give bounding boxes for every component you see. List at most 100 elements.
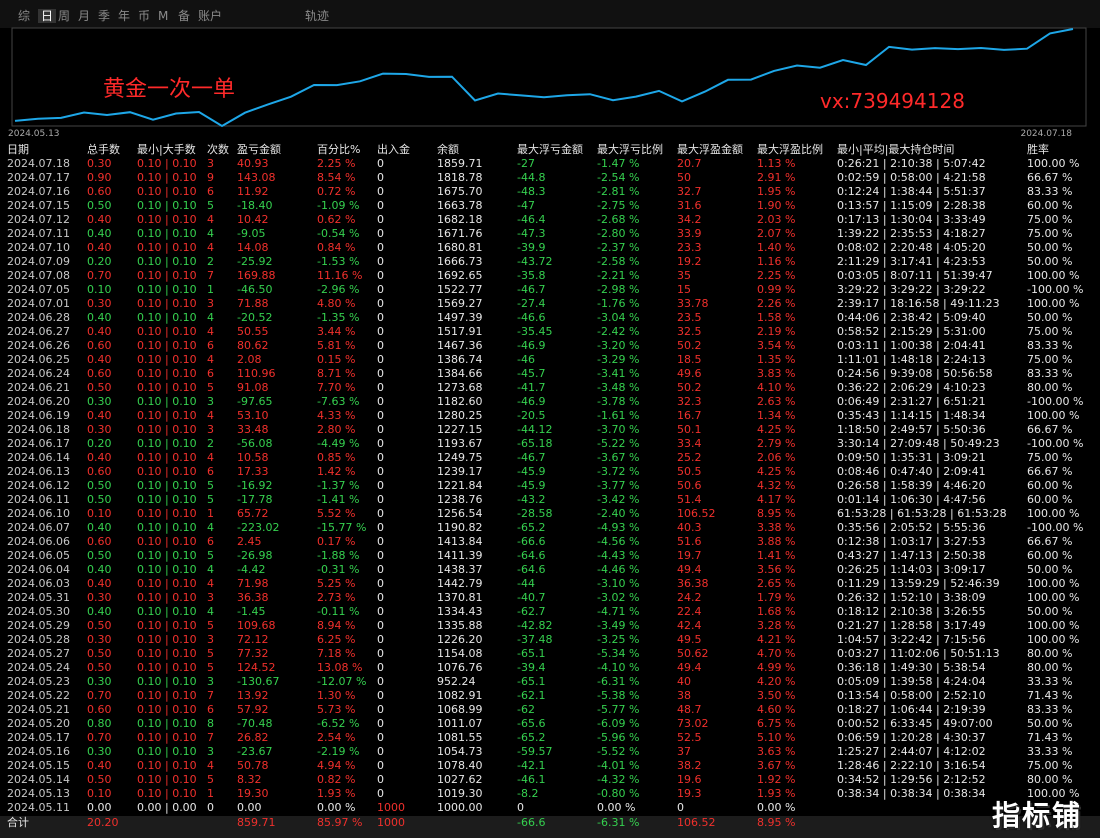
table-cell: 6 [207,465,214,478]
table-cell: 13.08 % [317,661,363,674]
table-cell: -3.04 % [597,311,640,324]
table-cell: 4.20 % [757,675,796,688]
table-cell: -6.31 % [597,675,640,688]
table-cell: -45.7 [517,367,546,380]
table-cell: 77.32 [237,647,269,660]
table-cell: 0.00 % [757,801,796,814]
table-cell: -47.3 [517,227,546,240]
table-cell: 0.10 | 0.10 [137,577,197,590]
table-cell: 3 [207,423,214,436]
table-cell: 19.2 [677,255,702,268]
table-cell: 2.07 % [757,227,796,240]
tab[interactable]: 日 [38,9,57,23]
tab[interactable]: 综 [18,9,31,23]
table-cell: 0.10 | 0.10 [137,269,197,282]
table-cell: 0.40 [87,451,112,464]
table-cell: 1.95 % [757,185,796,198]
table-cell: 2024.07.11 [7,227,70,240]
table-cell: 0:13:57 | 1:15:09 | 2:28:38 [837,199,986,212]
table-cell: -15.77 % [317,521,367,534]
table-cell: -3.02 % [597,591,640,604]
table-cell: 0.10 | 0.10 [137,213,197,226]
tab[interactable]: 季 [98,9,111,23]
table-cell: 2024.05.17 [7,731,70,744]
table-cell: 1386.74 [437,353,483,366]
table-cell: 37 [677,745,691,758]
table-cell: 5 [207,619,214,632]
table-cell: 1859.71 [437,157,483,170]
tab[interactable]: 周 [58,9,71,23]
table-cell: 5 [207,493,214,506]
table-cell: 0.70 [87,731,112,744]
table-cell: 1411.39 [437,549,483,562]
table-cell: 0.40 [87,241,112,254]
table-cell: 0.10 | 0.10 [137,619,197,632]
table-cell: 0 [377,535,384,548]
table-cell: 50.00 % [1027,605,1073,618]
table-cell: 0.10 | 0.10 [137,689,197,702]
table-cell: 1:39:22 | 2:35:53 | 4:18:27 [837,227,986,240]
table-cell: -0.54 % [317,227,360,240]
tab[interactable]: 币 [138,9,151,23]
table-cell: 11.16 % [317,269,363,282]
table-cell: 91.08 [237,381,269,394]
table-cell: 7 [207,731,214,744]
table-cell: 0.00 [237,801,262,814]
table-cell: 8.32 [237,773,262,786]
table-cell: 75.00 % [1027,213,1073,226]
table-cell: -2.80 % [597,227,640,240]
table-cell: -59.57 [517,745,553,758]
tab[interactable]: 年 [118,9,131,23]
table-cell: 0 [517,801,524,814]
table-cell: 0:21:27 | 1:28:58 | 3:17:49 [837,619,986,632]
table-cell: 5 [207,773,214,786]
table-cell: 50.2 [677,339,702,352]
table-cell: 0:34:52 | 1:29:56 | 2:12:52 [837,773,986,786]
table-cell: 0.30 [87,745,112,758]
table-cell: -3.25 % [597,633,640,646]
table-cell: 0.40 [87,353,112,366]
table-cell: 0.10 | 0.10 [137,437,197,450]
table-cell: 42.4 [677,619,702,632]
table-cell: 66.67 % [1027,465,1073,478]
table-cell: 83.33 % [1027,185,1073,198]
table-cell: 6 [207,703,214,716]
table-cell: 1249.75 [437,451,483,464]
table-cell: 1.40 % [757,241,796,254]
table-cell: 1221.84 [437,479,483,492]
table-cell: 20.7 [677,157,702,170]
table-cell: 2024.06.14 [7,451,70,464]
table-cell: -46.1 [517,773,546,786]
table-cell: 0.30 [87,157,112,170]
table-cell: -1.45 [237,605,266,618]
table-cell: 0.50 [87,773,112,786]
table-cell: 32.3 [677,395,702,408]
table-cell: -4.46 % [597,563,640,576]
column-header: 余额 [437,143,459,156]
table-cell: -4.93 % [597,521,640,534]
table-cell: 2024.07.16 [7,185,70,198]
table-cell: 0 [377,745,384,758]
table-cell: 0 [377,773,384,786]
tab[interactable]: 备 [178,9,191,23]
table-cell: 50.78 [237,759,269,772]
table-cell: 110.96 [237,367,276,380]
total-cell: -6.31 % [597,816,640,829]
tab[interactable]: M [158,9,169,23]
table-cell: 2024.07.18 [7,157,70,170]
table-cell: -3.70 % [597,423,640,436]
tab[interactable]: 账户 [198,9,223,23]
table-cell: 0.17 % [317,535,356,548]
tab[interactable]: 月 [78,9,91,23]
tab[interactable]: 轨迹 [305,9,330,23]
table-cell: 8.71 % [317,367,356,380]
table-cell: 0:26:21 | 2:10:38 | 5:07:42 [837,157,986,170]
table-cell: 1.35 % [757,353,796,366]
table-cell: 0 [377,759,384,772]
table-cell: 2.79 % [757,437,796,450]
table-cell: 1.93 % [317,787,356,800]
table-cell: 50.00 % [1027,717,1073,730]
table-cell: 4.10 % [757,381,796,394]
table-cell: 83.33 % [1027,339,1073,352]
table-cell: -1.35 % [317,311,360,324]
